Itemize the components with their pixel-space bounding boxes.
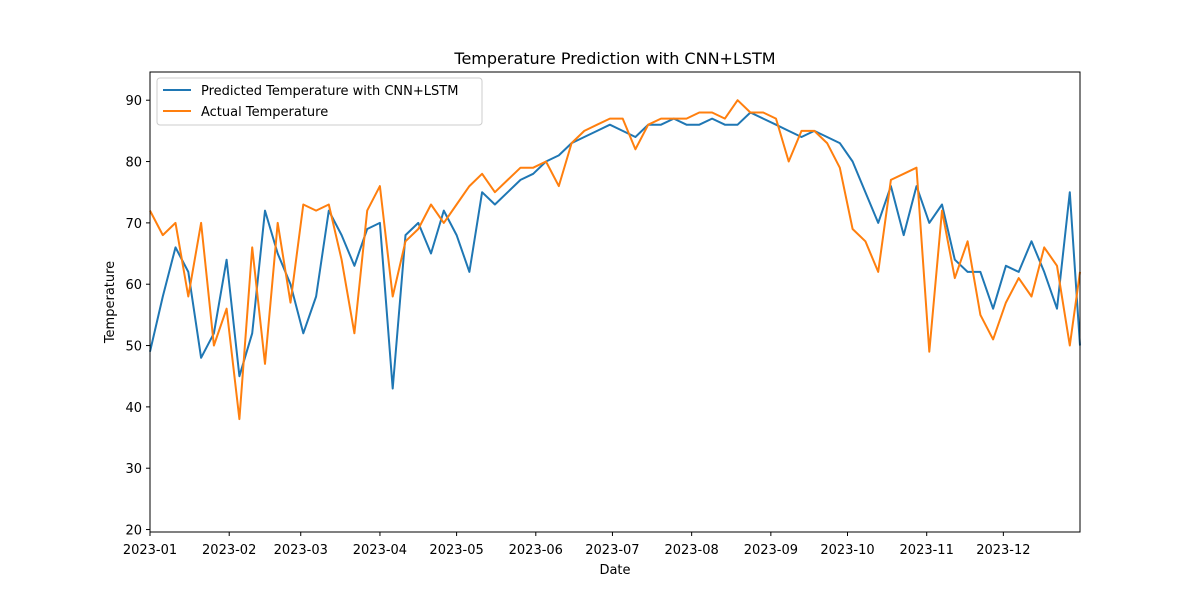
plot-frame xyxy=(149,71,1081,533)
x-tick-label: 2023-03 xyxy=(274,543,328,558)
y-tick-label: 30 xyxy=(125,462,142,477)
series-line-0 xyxy=(149,111,1081,390)
x-tick-label: 2023-11 xyxy=(900,543,954,558)
x-tick-label: 2023-01 xyxy=(123,543,177,558)
series-layer xyxy=(149,99,1081,421)
x-axis-label: Date xyxy=(599,563,630,578)
x-tick-label: 2023-09 xyxy=(744,543,798,558)
plot-area xyxy=(149,71,1081,533)
y-tick-label: 80 xyxy=(125,156,142,171)
y-tick-label: 70 xyxy=(125,217,142,232)
legend-box xyxy=(156,77,483,126)
x-tick-label: 2023-12 xyxy=(976,543,1030,558)
chart-title: Temperature Prediction with CNN+LSTM xyxy=(453,49,775,68)
x-axis: 2023-01 2023-02 2023-03 2023-04 2023-05 2023-… xyxy=(123,532,1031,558)
legend: Predicted Temperature with CNN+LSTM Actu… xyxy=(156,77,483,126)
x-tick-label: 2023-06 xyxy=(509,543,563,558)
y-axis-label: Temperature xyxy=(103,261,118,344)
x-tick-label: 2023-07 xyxy=(585,543,639,558)
x-tick-label: 2023-02 xyxy=(202,543,256,558)
y-tick-label: 60 xyxy=(125,278,142,293)
y-tick-label: 50 xyxy=(125,340,142,355)
x-tick-label: 2023-08 xyxy=(664,543,718,558)
series-line-1 xyxy=(149,99,1081,421)
y-tick-label: 40 xyxy=(125,401,142,416)
y-tick-label: 20 xyxy=(125,524,142,539)
x-tick-label: 2023-05 xyxy=(429,543,483,558)
y-axis: 20 30 40 50 60 70 80 90 xyxy=(125,94,150,539)
x-tick-label: 2023-10 xyxy=(820,543,874,558)
legend-label-predicted: Predicted Temperature with CNN+LSTM xyxy=(201,84,458,99)
y-tick-label: 90 xyxy=(125,94,142,109)
legend-label-actual: Actual Temperature xyxy=(201,105,328,120)
x-tick-label: 2023-04 xyxy=(353,543,407,558)
